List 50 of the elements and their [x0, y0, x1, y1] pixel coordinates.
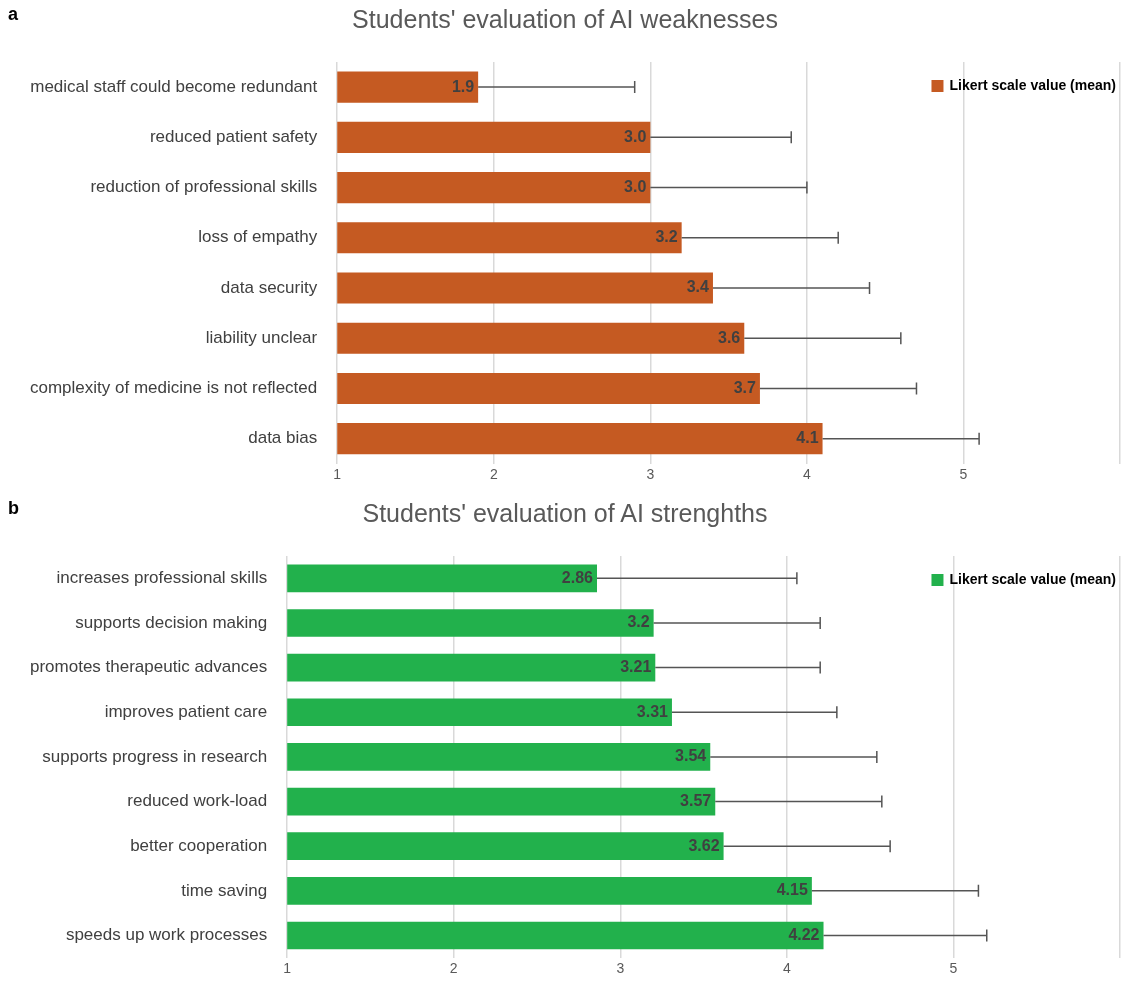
legend-label: Likert scale value (mean)	[949, 570, 1117, 587]
data-label: 3.0	[624, 127, 647, 145]
text: b	[8, 497, 19, 518]
x-tick-label: 2	[489, 466, 498, 483]
data-label: 3.21	[620, 658, 652, 676]
y-tick-label: data security	[220, 277, 318, 297]
text: a	[8, 3, 19, 24]
x-tick-label: 1	[333, 466, 342, 483]
data-label: 3.2	[627, 613, 650, 631]
data-label: 1.9	[451, 77, 475, 95]
y-tick-label: liability unclear	[205, 327, 318, 347]
data-label: 3.0	[624, 177, 647, 195]
x-tick-label: 2	[449, 960, 458, 977]
data-label: 3.7	[733, 378, 757, 396]
y-tick-label: supports decision making	[75, 612, 268, 632]
y-tick-label: loss of empathy	[198, 227, 318, 247]
data-label: 4.15	[776, 881, 808, 899]
x-tick-label: 4	[782, 960, 791, 977]
x-tick-label: 3	[616, 960, 625, 977]
chart-title: Students' evaluation of AI weaknesses	[352, 4, 778, 33]
y-tick-label: reduced work-load	[127, 791, 268, 811]
y-tick-label: increases professional skills	[56, 568, 268, 588]
data-label: 3.54	[675, 747, 707, 765]
data-label: 3.62	[688, 836, 720, 854]
data-label: 3.4	[686, 278, 710, 296]
y-tick-label: data bias	[248, 428, 318, 448]
y-tick-label: better cooperation	[130, 835, 268, 855]
data-label: 3.2	[655, 228, 678, 246]
y-tick-label: complexity of medicine is not reflected	[29, 378, 318, 398]
y-tick-label: time saving	[181, 880, 268, 900]
data-label: 4.1	[796, 429, 819, 447]
y-tick-label: supports progress in research	[42, 746, 268, 766]
y-tick-label: promotes therapeutic advances	[29, 657, 268, 677]
data-label: 3.57	[680, 791, 712, 809]
chart-title: Students' evaluation of AI strenghths	[362, 498, 768, 527]
y-tick-label: speeds up work processes	[65, 925, 268, 945]
y-tick-label: reduced patient safety	[149, 127, 318, 147]
data-label: 3.6	[718, 328, 741, 346]
x-tick-label: 3	[646, 466, 655, 483]
x-tick-label: 5	[959, 466, 968, 483]
y-tick-label: medical staff could become redundant	[30, 76, 318, 96]
y-tick-label: improves patient care	[104, 701, 268, 721]
data-label: 3.31	[636, 702, 669, 720]
data-label: 2.86	[561, 568, 594, 586]
legend-label: Likert scale value (mean)	[949, 76, 1117, 93]
x-tick-label: 5	[949, 960, 958, 977]
x-tick-label: 4	[803, 466, 811, 483]
y-tick-label: reduction of professional skills	[90, 177, 318, 197]
data-label: 4.22	[788, 925, 820, 943]
x-tick-label: 1	[283, 960, 292, 977]
